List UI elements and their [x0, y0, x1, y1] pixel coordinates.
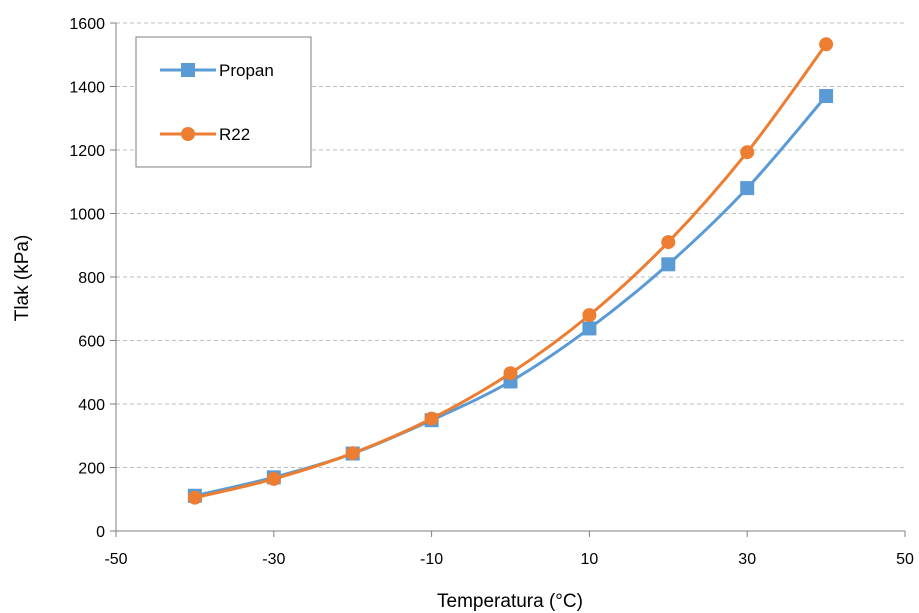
x-tick-label: -30: [262, 551, 285, 568]
y-tick-label: 1600: [69, 16, 105, 33]
data-point-propan: [819, 89, 834, 104]
series-r22: [187, 37, 834, 505]
data-point-r22: [582, 308, 597, 323]
data-point-r22: [503, 366, 518, 381]
y-tick-label: 1000: [69, 207, 105, 224]
grid-lines: [116, 22, 905, 468]
data-point-r22: [740, 145, 755, 160]
x-tick-label: 50: [896, 551, 914, 568]
x-tick-label: 30: [738, 551, 756, 568]
data-point-propan: [740, 181, 755, 196]
x-tick-labels: -50 -30 -10 10 30 50: [104, 551, 914, 568]
legend-label: Propan: [219, 61, 274, 80]
data-point-r22: [187, 490, 202, 505]
series-group: [187, 37, 834, 505]
legend-marker-r22: [181, 127, 195, 141]
y-tick-label: 200: [78, 461, 105, 478]
legend-marker-propan: [181, 63, 195, 77]
x-axis-title: Temperatura (°C): [437, 591, 583, 612]
y-axis-title: Tlak (kPa): [12, 235, 33, 322]
y-tick-label: 0: [96, 524, 105, 541]
series-line-r22: [194, 43, 828, 500]
legend-box: [135, 36, 312, 168]
data-point-r22: [266, 471, 281, 486]
y-tick-label: 600: [78, 334, 105, 351]
data-point-propan: [582, 321, 597, 336]
data-point-r22: [424, 411, 439, 426]
data-point-propan: [661, 257, 676, 272]
y-tick-labels: 0 200 400 600 800 1000 1200 1400 1600: [69, 16, 105, 541]
legend: Propan R22: [135, 36, 312, 168]
axes: [110, 22, 906, 537]
legend-label: R22: [219, 125, 250, 144]
data-point-r22: [345, 446, 360, 461]
data-point-r22: [819, 37, 834, 52]
legend-item-r22: R22: [160, 125, 250, 144]
y-tick-label: 800: [78, 270, 105, 287]
y-tick-label: 400: [78, 397, 105, 414]
x-tick-label: -50: [104, 551, 127, 568]
legend-item-propan: Propan: [160, 61, 274, 80]
x-tick-label: -10: [420, 551, 443, 568]
y-tick-label: 1400: [69, 80, 105, 97]
data-point-r22: [661, 235, 676, 250]
x-tick-label: 10: [581, 551, 599, 568]
y-tick-label: 1200: [69, 143, 105, 160]
